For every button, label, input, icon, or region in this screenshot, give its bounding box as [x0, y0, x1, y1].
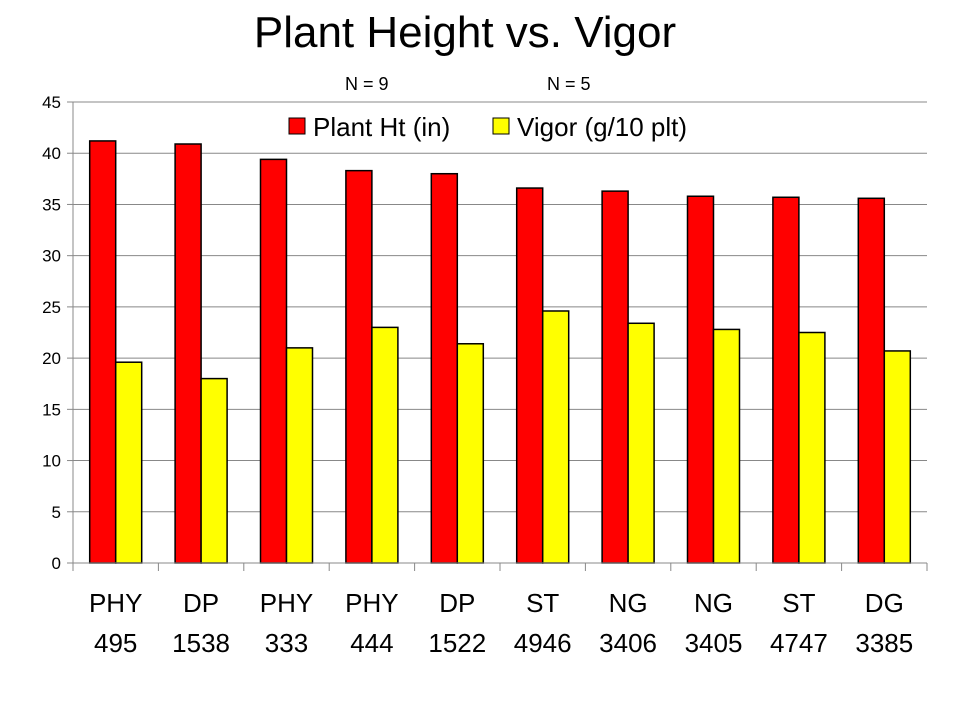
legend: Plant Ht (in) Vigor (g/10 plt) [288, 112, 687, 142]
y-tick-label: 0 [52, 554, 61, 573]
bar-vigor [798, 331, 826, 564]
bar-plant-ht [601, 190, 629, 564]
x-tick-label-line1: DG [865, 588, 904, 618]
bar-vigor [712, 328, 741, 564]
bar-vigor [200, 377, 228, 564]
legend-swatch-plant-ht [288, 117, 306, 135]
x-tick-label-line2: 444 [350, 628, 393, 658]
x-tick-label-line2: 4946 [514, 628, 572, 658]
bar-plant-ht [259, 158, 288, 564]
bar-vigor [627, 322, 655, 564]
axes [72, 102, 928, 571]
x-tick-label-line1: ST [526, 588, 559, 618]
x-tick-label-line1: ST [782, 588, 815, 618]
y-tick-labels: 0 5 10 15 20 25 30 35 40 45 [42, 93, 61, 573]
y-tick-label: 40 [42, 144, 61, 163]
x-tick-label-line2: 495 [94, 628, 137, 658]
x-tick-label-line2: 1538 [172, 628, 230, 658]
y-tick-label: 10 [42, 452, 61, 471]
annotation-n9: N = 9 [345, 74, 389, 94]
bar-plant-ht [88, 140, 117, 564]
bar-plant-ht [515, 187, 544, 564]
x-tick-label-line1: NG [694, 588, 733, 618]
legend-swatch-vigor [492, 117, 510, 135]
bar-vigor [883, 350, 912, 564]
x-tick-labels: PHY 495 DP 1538 PHY 333 PHY 444 DP 1522 ST 4946 NG 34… [89, 588, 913, 658]
y-tick-label: 5 [52, 503, 61, 522]
chart-title: Plant Height vs. Vigor [253, 8, 677, 57]
bar-plant-ht [430, 172, 459, 564]
bar-plant-ht [772, 196, 800, 564]
y-tick-label: 30 [42, 247, 61, 266]
bar-vigor [285, 347, 314, 564]
x-tick-label-line1: NG [609, 588, 648, 618]
x-tick-label-line2: 3405 [685, 628, 743, 658]
bar-vigor [114, 361, 143, 564]
bar-vigor [456, 343, 485, 564]
bar-plant-ht [686, 195, 715, 564]
bar-vigor [541, 310, 570, 564]
x-tick-label-line2: 3406 [599, 628, 657, 658]
y-tick-label: 35 [42, 195, 61, 214]
y-tick-label: 45 [42, 93, 61, 112]
x-tick-label-line1: PHY [345, 588, 398, 618]
legend-label-plant-ht: Plant Ht (in) [313, 112, 450, 142]
x-tick-label-line1: PHY [260, 588, 313, 618]
bar-vigor [371, 326, 399, 564]
bar-plant-ht [174, 143, 202, 564]
x-tick-label-line2: 4747 [770, 628, 828, 658]
y-tick-label: 20 [42, 349, 61, 368]
x-tick-label-line2: 3385 [855, 628, 913, 658]
x-tick-label-line2: 1522 [428, 628, 486, 658]
bar-plant-ht [345, 169, 373, 564]
bar-plant-ht [857, 197, 886, 564]
y-tick-label: 25 [42, 298, 61, 317]
bars [88, 140, 912, 564]
x-tick-label-line2: 333 [265, 628, 308, 658]
x-tick-label-line1: PHY [89, 588, 142, 618]
legend-label-vigor: Vigor (g/10 plt) [517, 112, 687, 142]
x-tick-label-line1: DP [183, 588, 219, 618]
annotation-n5: N = 5 [547, 74, 591, 94]
y-tick-label: 15 [42, 400, 61, 419]
x-tick-label-line1: DP [439, 588, 475, 618]
